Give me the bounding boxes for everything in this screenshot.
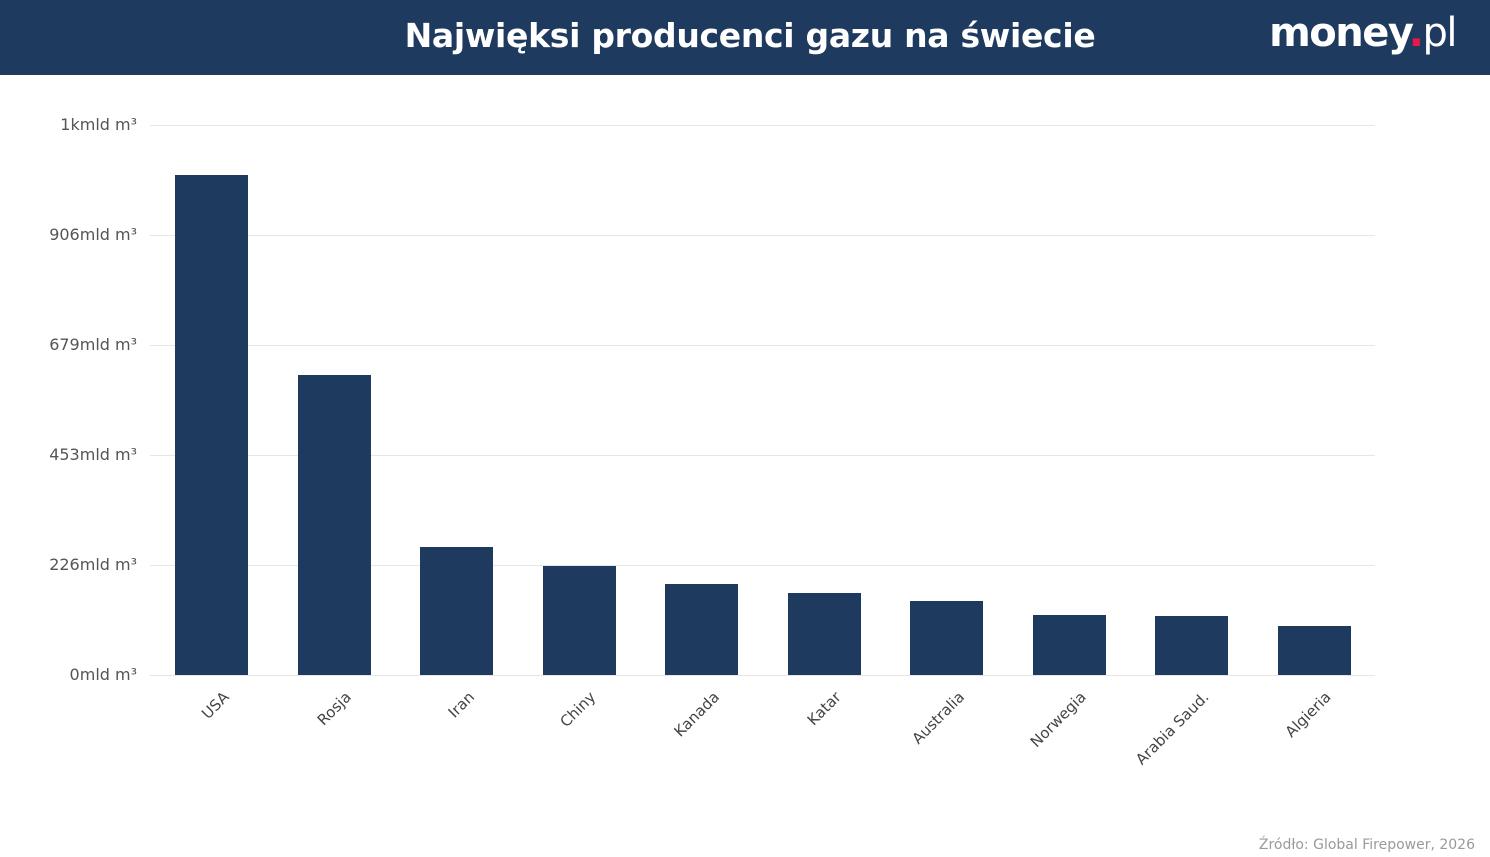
bar-arabia-saud- — [1155, 616, 1228, 675]
gridline — [150, 565, 1375, 566]
y-axis-tick-label: 906mld m³ — [49, 225, 137, 244]
x-axis-tick-label: Chiny — [556, 688, 600, 731]
x-axis-tick-label: Kanada — [669, 688, 723, 741]
gridline — [150, 675, 1375, 676]
x-axis-tick-label: Iran — [444, 688, 478, 722]
bar-usa — [175, 175, 248, 675]
gridline — [150, 235, 1375, 236]
gridline — [150, 125, 1375, 126]
logo-dot: . — [1408, 10, 1424, 56]
bar-kanada — [665, 584, 738, 675]
x-axis-tick-label: Arabia Saud. — [1131, 688, 1213, 769]
brand-logo: money.pl — [1269, 10, 1457, 56]
logo-main: money — [1269, 10, 1410, 56]
bar-australia — [910, 601, 983, 675]
bar-katar — [788, 593, 861, 675]
y-axis-tick-label: 453mld m³ — [49, 445, 137, 464]
gridline — [150, 455, 1375, 456]
y-axis-tick-label: 679mld m³ — [49, 335, 137, 354]
x-axis-tick-label: Katar — [803, 688, 845, 730]
gridline — [150, 345, 1375, 346]
x-axis-tick-label: USA — [197, 688, 233, 723]
logo-tld: pl — [1422, 10, 1457, 56]
chart-title: Najwięksi producenci gazu na świecie — [404, 16, 1096, 55]
y-axis-tick-label: 1kmld m³ — [60, 115, 137, 134]
x-axis-tick-label: Australia — [907, 688, 968, 748]
source-note: Źródło: Global Firepower, 2026 — [1258, 837, 1475, 853]
header-bar: Najwięksi producenci gazu na świecie mon… — [0, 0, 1490, 75]
bar-algieria — [1278, 626, 1351, 675]
x-axis-tick-label: Norwegia — [1026, 688, 1090, 751]
y-axis-tick-label: 226mld m³ — [49, 555, 137, 574]
y-axis-tick-label: 0mld m³ — [69, 665, 137, 684]
x-axis-tick-label: Rosja — [313, 688, 355, 730]
bar-rosja — [298, 375, 371, 675]
x-axis-tick-label: Algieria — [1281, 688, 1335, 741]
bar-iran — [420, 547, 493, 675]
bar-norwegia — [1033, 615, 1106, 675]
bar-chiny — [543, 566, 616, 675]
